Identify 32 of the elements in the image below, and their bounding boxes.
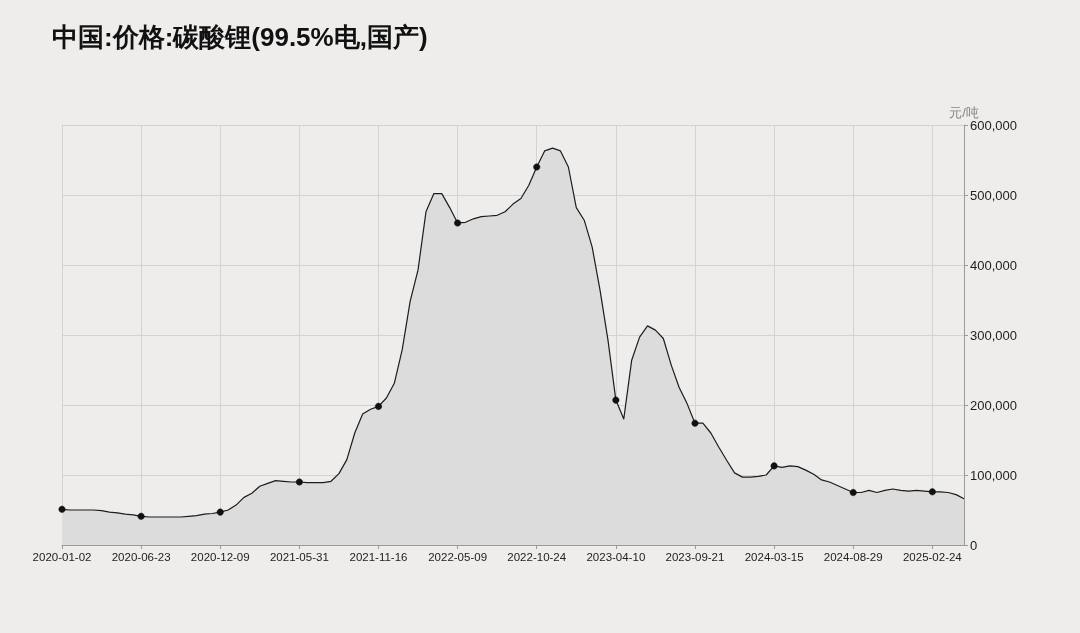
y-tick-label: 400,000 [970, 257, 1017, 273]
point [58, 505, 66, 513]
y-tick-label: 200,000 [970, 397, 1017, 413]
x-tick-label: 2024-08-29 [823, 551, 883, 563]
x-tick-label: 2024-03-15 [744, 551, 804, 563]
x-tick-label: 2021-05-31 [269, 551, 329, 563]
y-tick-label: 500,000 [970, 187, 1017, 203]
x-tick-label: 2022-10-24 [507, 551, 567, 563]
point [612, 396, 620, 404]
y-tick-label: 100,000 [970, 467, 1017, 483]
point [216, 508, 224, 516]
x-tick-label: 2022-05-09 [428, 551, 488, 563]
point [137, 512, 145, 520]
chart-title: 中国:价格:碳酸锂(99.5%电,国产) [52, 22, 428, 52]
point [849, 489, 857, 496]
x-tick-label: 2020-12-09 [190, 551, 250, 563]
point [928, 488, 936, 496]
x-tick-label: 2021-11-16 [349, 551, 408, 563]
point [375, 402, 382, 410]
point [295, 478, 303, 486]
y-tick-label: 0 [970, 537, 978, 553]
point [770, 462, 778, 470]
x-tick-label: 2023-04-10 [586, 551, 646, 563]
y-axis-title: 元/吨 [949, 104, 979, 120]
x-tick-label: 2020-06-23 [111, 551, 171, 563]
x-tick-label: 2020-01-02 [32, 551, 92, 563]
point [691, 419, 699, 427]
x-tick-label: 2023-09-21 [665, 551, 725, 563]
x-tick-label: 2025-02-24 [902, 551, 963, 563]
y-tick-label: 300,000 [970, 327, 1017, 343]
point [454, 219, 462, 227]
point [533, 163, 541, 171]
